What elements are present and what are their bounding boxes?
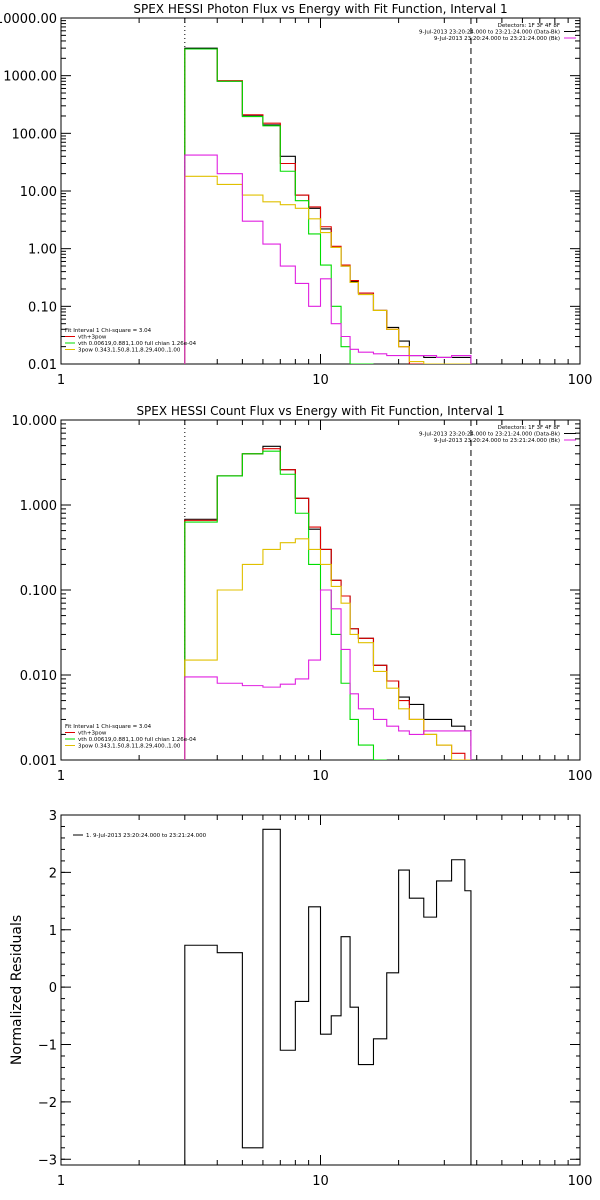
chart-panel-2: SPEX HESSI Count Flux vs Energy with Fit…	[12, 404, 593, 784]
x-tick-label: 1	[57, 1174, 65, 1189]
series-residuals	[184, 828, 472, 1165]
y-tick-label: 1.000	[20, 499, 57, 514]
x-tick-label: 100	[568, 373, 593, 388]
series-vth-3pow	[184, 448, 471, 760]
legend-top-entry: 9-Jul-2013 23:20:24.000 to 23:21:24.000 …	[434, 438, 560, 444]
series-group	[184, 828, 472, 1165]
y-tick-label: 0.10	[28, 300, 57, 315]
plot-frame	[60, 17, 581, 365]
y-axis-label: Normalized Residuals	[9, 915, 25, 1065]
series-vth	[184, 48, 374, 364]
x-tick-label: 1	[57, 769, 65, 784]
x-tick-label: 1	[57, 373, 65, 388]
series-vth	[184, 450, 387, 760]
legend-top-entry: 9-Jul-2013 23:20:24.000 to 23:21:24.000 …	[419, 432, 560, 438]
legend-top-entry: 9-Jul-2013 23:20:24.000 to 23:21:24.000 …	[434, 36, 560, 42]
series-bk	[184, 154, 472, 364]
y-tick-label: 10.00	[20, 185, 57, 200]
legend-bottom-entry: 3pow 0.343,1.50,8.11,8.29,400.,1.00	[78, 744, 181, 750]
chart-title: SPEX HESSI Count Flux vs Energy with Fit…	[136, 404, 504, 418]
x-tick-label: 10	[312, 373, 329, 388]
y-tick-label: −1	[38, 1039, 57, 1054]
legend-bottom-entry: 3pow 0.343,1.50,8.11,8.29,400.,1.00	[78, 348, 181, 354]
y-tick-label: 10.000	[12, 414, 58, 429]
x-tick-label: 10	[312, 1174, 329, 1189]
y-tick-label: −2	[38, 1096, 57, 1111]
legend-entry: 1. 9-Jul-2013 23:20:24.000 to 23:21:24.0…	[86, 833, 207, 839]
chart-title: SPEX HESSI Photon Flux vs Energy with Fi…	[133, 2, 507, 16]
legend-bottom-entry: vth 0.00619,0.881,1.00 full chian 1.26e-…	[78, 737, 197, 743]
legend-bottom-entry: vth 0.00619,0.881,1.00 full chian 1.26e-…	[78, 341, 197, 347]
y-tick-label: 1000.00	[3, 70, 57, 85]
series-3pow	[184, 175, 471, 364]
series-group	[184, 445, 472, 760]
series-group	[184, 47, 472, 364]
y-tick-label: 0.010	[20, 669, 57, 684]
series-data-bk	[184, 445, 472, 760]
x-tick-label: 10	[312, 769, 329, 784]
legend-bottom-entry: Fit Interval 1 Chi-square = 3.04	[65, 724, 152, 730]
y-tick-label: 0	[49, 981, 57, 996]
x-tick-label: 100	[568, 1174, 593, 1189]
y-tick-label: 1	[49, 924, 57, 939]
y-tick-label: −3	[38, 1153, 57, 1168]
y-tick-label: 10000.00	[0, 12, 57, 27]
series-3pow	[184, 538, 471, 760]
y-tick-label: 2	[49, 866, 57, 881]
legend-bottom-entry: Fit Interval 1 Chi-square = 3.04	[65, 328, 152, 334]
y-tick-label: 3	[49, 809, 57, 824]
y-tick-label: 0.100	[20, 584, 57, 599]
series-data-bk	[184, 47, 472, 364]
legend-top-entry: Detectors: 1F 3F 4F 8F	[498, 425, 560, 431]
chart-panel-3: 1 10 100 −3 −2 −1 0 1 2 3 Normalized Residuals 1. 9…	[9, 809, 592, 1189]
legend-bottom-entry: vth+3pow	[78, 731, 107, 737]
y-tick-label: 0.001	[20, 754, 57, 769]
chart-panel-1: SPEX HESSI Photon Flux vs Energy with Fi…	[0, 2, 592, 388]
series-bk	[184, 589, 472, 760]
y-tick-label: 1.00	[28, 243, 57, 258]
x-tick-label: 100	[568, 769, 593, 784]
legend-top-entry: 9-Jul-2013 23:20:24.000 to 23:21:24.000 …	[419, 30, 560, 36]
legend-bottom-entry: vth+3pow	[78, 335, 107, 341]
series-vth-3pow	[184, 48, 471, 364]
legend-top-entry: Detectors: 1F 3F 4F 8F	[498, 23, 560, 29]
y-tick-label: 0.01	[28, 358, 57, 373]
y-tick-label: 100.00	[12, 127, 58, 142]
